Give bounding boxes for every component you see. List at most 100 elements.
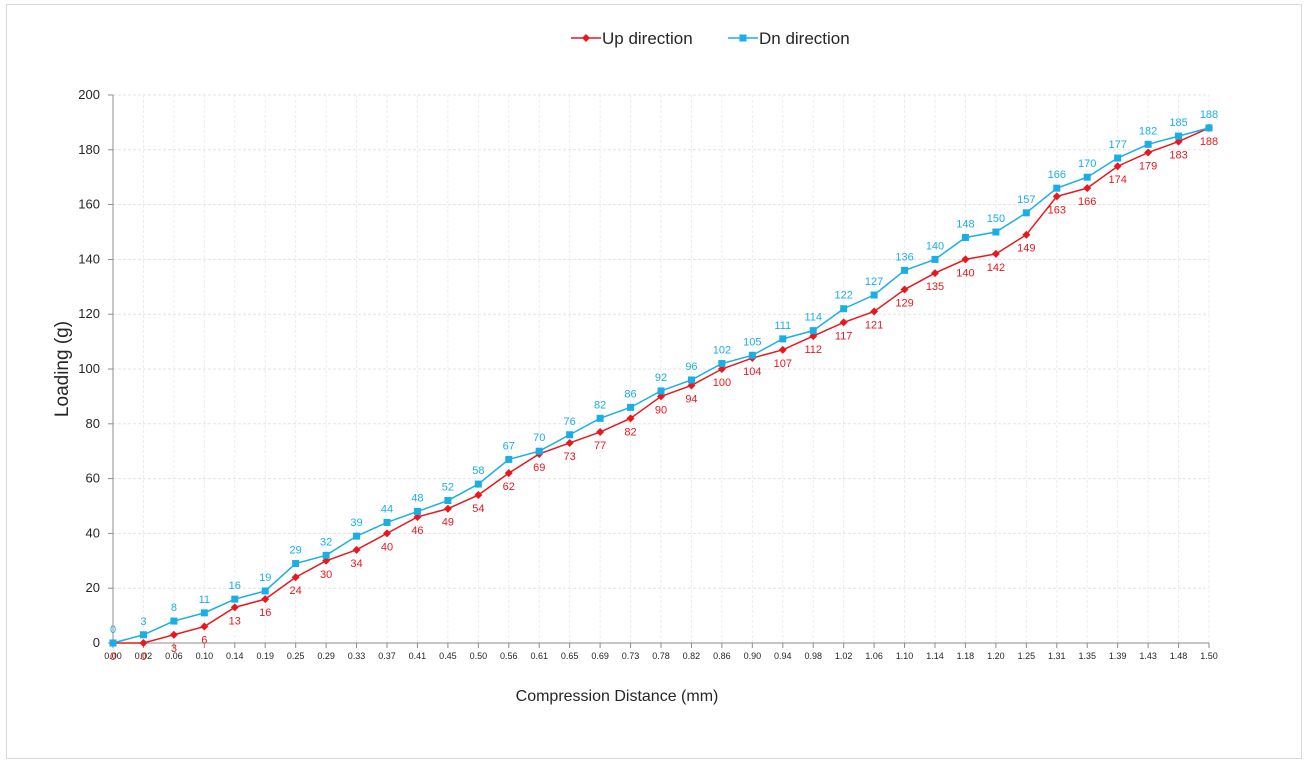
data-label-up: 73 bbox=[564, 451, 576, 463]
data-label-dn: 29 bbox=[290, 545, 302, 557]
x-axis-title: Compression Distance (mm) bbox=[516, 688, 719, 705]
data-point-dn bbox=[840, 305, 848, 313]
y-tick-label: 0 bbox=[93, 635, 100, 650]
data-point-dn bbox=[322, 551, 330, 559]
data-point-dn bbox=[657, 387, 665, 395]
data-point-dn bbox=[505, 455, 513, 463]
data-label-up: 183 bbox=[1169, 150, 1187, 162]
data-label-up: 179 bbox=[1139, 161, 1157, 173]
x-tick-label: 0.29 bbox=[317, 651, 335, 661]
data-point-up bbox=[139, 639, 148, 647]
data-point-dn bbox=[566, 431, 574, 439]
x-tick-label: 1.50 bbox=[1200, 651, 1218, 661]
x-tick-label: 1.02 bbox=[835, 651, 853, 661]
data-label-up: 188 bbox=[1200, 136, 1218, 148]
x-tick-label: 0.90 bbox=[744, 651, 762, 661]
x-tick-label: 0.37 bbox=[378, 651, 396, 661]
data-label-up: 104 bbox=[743, 366, 761, 378]
data-point-dn bbox=[261, 587, 269, 595]
data-label-up: 46 bbox=[411, 525, 423, 537]
data-label-dn: 114 bbox=[804, 312, 822, 324]
data-label-dn: 170 bbox=[1078, 158, 1096, 170]
data-point-dn bbox=[901, 266, 909, 274]
x-tick-label: 0.78 bbox=[652, 651, 670, 661]
legend-label: Up direction bbox=[602, 29, 693, 48]
data-label-up: 142 bbox=[987, 262, 1005, 274]
data-label-up: 24 bbox=[290, 585, 302, 597]
data-label-up: 90 bbox=[655, 404, 667, 416]
data-point-dn bbox=[1205, 124, 1213, 132]
data-label-dn: 92 bbox=[655, 372, 667, 384]
data-label-up: 6 bbox=[201, 635, 207, 647]
data-label-up: 121 bbox=[865, 319, 883, 331]
legend-swatch-marker bbox=[739, 34, 747, 42]
data-point-up bbox=[839, 318, 848, 327]
x-tick-label: 0.19 bbox=[256, 651, 274, 661]
data-label-up: 82 bbox=[624, 426, 636, 438]
y-tick-label: 100 bbox=[78, 361, 100, 376]
data-point-up bbox=[261, 595, 270, 604]
data-label-dn: 157 bbox=[1017, 194, 1035, 206]
x-tick-label: 0.00 bbox=[104, 651, 122, 661]
y-tick-label: 160 bbox=[78, 197, 100, 212]
data-point-up bbox=[200, 622, 209, 631]
data-point-up bbox=[1052, 192, 1061, 201]
data-label-up: 69 bbox=[533, 462, 545, 474]
x-tick-label: 0.02 bbox=[135, 651, 153, 661]
data-point-dn bbox=[170, 617, 178, 625]
data-label-up: 100 bbox=[713, 377, 731, 389]
data-point-dn bbox=[1053, 184, 1061, 192]
data-point-dn bbox=[292, 560, 300, 568]
x-tick-label: 1.18 bbox=[957, 651, 975, 661]
x-tick-label: 1.39 bbox=[1109, 651, 1127, 661]
x-tick-label: 1.25 bbox=[1018, 651, 1036, 661]
data-point-dn bbox=[474, 480, 482, 488]
series-markers bbox=[109, 123, 1213, 647]
data-label-up: 174 bbox=[1108, 174, 1126, 186]
x-tick-label: 0.06 bbox=[165, 651, 183, 661]
x-tick-label: 1.48 bbox=[1170, 651, 1188, 661]
data-label-dn: 185 bbox=[1169, 117, 1187, 129]
data-label-dn: 67 bbox=[503, 440, 515, 452]
x-tick-label: 1.06 bbox=[865, 651, 883, 661]
data-point-up bbox=[352, 545, 361, 554]
y-axis-title: Loading (g) bbox=[52, 321, 73, 417]
data-label-up: 13 bbox=[229, 615, 241, 627]
x-tick-labels: 0.00 0.02 0.06 0.10 0.14 0.19 0.25 0.29 0.33 0.37… bbox=[104, 651, 1218, 661]
data-point-up bbox=[900, 285, 909, 294]
data-label-up: 135 bbox=[926, 281, 944, 293]
data-label-dn: 148 bbox=[956, 218, 974, 230]
data-point-up bbox=[1113, 162, 1122, 171]
data-point-up bbox=[443, 504, 452, 513]
y-tick-label: 20 bbox=[86, 580, 100, 595]
y-tick-label: 200 bbox=[78, 87, 100, 102]
data-point-dn bbox=[718, 360, 726, 368]
data-label-dn: 76 bbox=[564, 416, 576, 428]
data-label-up: 49 bbox=[442, 517, 454, 529]
data-label-dn: 182 bbox=[1139, 125, 1157, 137]
data-point-dn bbox=[931, 255, 939, 263]
x-tick-label: 0.98 bbox=[804, 651, 822, 661]
x-tick-label: 1.20 bbox=[987, 651, 1005, 661]
data-point-up bbox=[778, 345, 787, 354]
data-label-up: 140 bbox=[956, 267, 974, 279]
data-label-dn: 86 bbox=[624, 388, 636, 400]
data-label-dn: 166 bbox=[1048, 169, 1066, 181]
data-point-up bbox=[565, 438, 574, 447]
data-label-dn: 3 bbox=[140, 616, 146, 628]
data-label-up: 3 bbox=[171, 643, 177, 655]
x-tick-label: 0.14 bbox=[226, 651, 244, 661]
data-point-up bbox=[169, 630, 178, 639]
data-point-dn bbox=[992, 228, 1000, 236]
data-label-up: 107 bbox=[774, 358, 792, 370]
data-point-dn bbox=[231, 595, 239, 603]
data-label-up: 34 bbox=[350, 558, 362, 570]
data-point-dn bbox=[1144, 140, 1152, 148]
data-label-up: 112 bbox=[804, 344, 822, 356]
data-point-dn bbox=[139, 631, 147, 639]
data-point-up bbox=[931, 269, 939, 278]
data-label-up: 166 bbox=[1078, 196, 1096, 208]
data-label-dn: 111 bbox=[774, 320, 791, 332]
x-tick-label: 1.35 bbox=[1078, 651, 1096, 661]
data-point-up bbox=[961, 255, 970, 264]
